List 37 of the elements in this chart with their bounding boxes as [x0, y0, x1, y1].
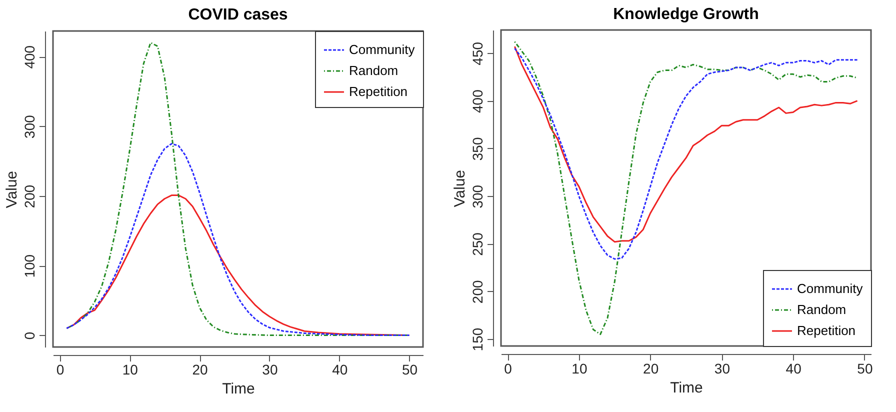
y-axis-title: Value — [452, 170, 468, 208]
y-tick-label: 450 — [470, 42, 486, 66]
y-tick-label: 200 — [470, 280, 486, 304]
y-tick-label: 150 — [470, 328, 486, 352]
y-tick-label: 400 — [470, 89, 486, 113]
x-tick-label: 50 — [402, 362, 418, 378]
y-tick-label: 350 — [470, 137, 486, 161]
legend-label: Community — [797, 281, 864, 296]
x-axis-title: Time — [670, 380, 703, 396]
x-tick-label: 0 — [56, 362, 64, 378]
x-tick-label: 40 — [332, 362, 348, 378]
y-tick-label: 250 — [470, 232, 486, 256]
y-tick-label: 0 — [22, 332, 38, 340]
y-tick-label: 300 — [470, 184, 486, 208]
x-tick-label: 40 — [786, 360, 802, 376]
x-tick-label: 10 — [572, 360, 588, 376]
x-tick-label: 10 — [122, 362, 138, 378]
x-tick-label: 20 — [643, 360, 659, 376]
y-tick-label: 200 — [22, 184, 38, 208]
line-series — [66, 142, 410, 336]
legend-label: Repetition — [349, 84, 408, 99]
x-tick-label: 30 — [262, 362, 278, 378]
y-axis-title: Value — [4, 170, 20, 208]
chart-title: Knowledge Growth — [613, 6, 759, 23]
y-tick-label: 300 — [22, 114, 38, 138]
x-tick-label: 20 — [192, 362, 208, 378]
x-tick-label: 50 — [857, 360, 873, 376]
x-tick-label: 30 — [714, 360, 730, 376]
chart-title: COVID cases — [188, 6, 288, 24]
y-tick-label: 400 — [22, 45, 38, 69]
legend-label: Community — [349, 42, 416, 57]
x-tick-label: 0 — [504, 360, 512, 376]
legend-label: Repetition — [797, 323, 856, 338]
legend-label: Random — [797, 302, 846, 317]
x-axis-title: Time — [222, 380, 255, 398]
legend-label: Random — [349, 63, 398, 78]
y-tick-label: 100 — [22, 254, 38, 278]
